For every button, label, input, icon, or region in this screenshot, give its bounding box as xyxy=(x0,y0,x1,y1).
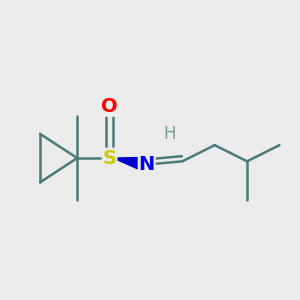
Text: N: N xyxy=(139,155,155,174)
Text: O: O xyxy=(101,97,118,116)
Text: S: S xyxy=(103,148,117,168)
Text: H: H xyxy=(163,125,176,143)
Polygon shape xyxy=(113,158,144,172)
